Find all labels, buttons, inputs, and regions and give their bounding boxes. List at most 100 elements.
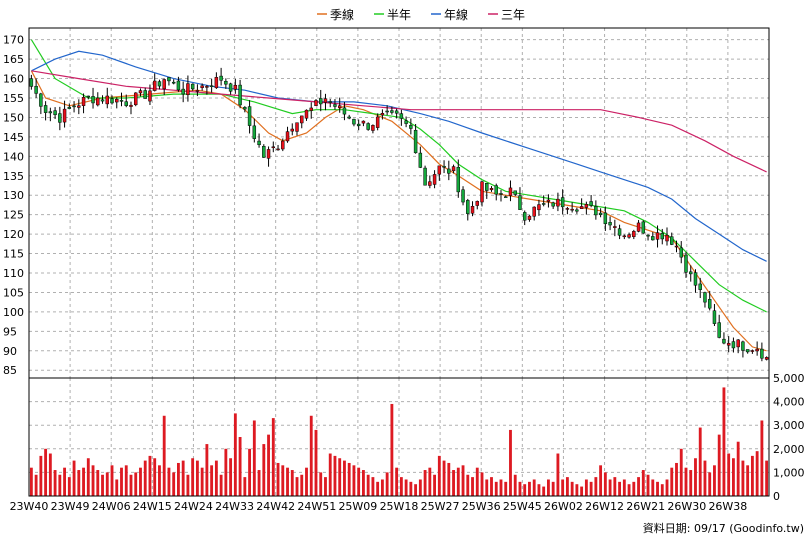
candle-body (489, 188, 494, 191)
candle-body (684, 254, 688, 273)
candle-body (537, 204, 541, 211)
x-tick-label: 25W18 (380, 500, 419, 513)
candle-body (356, 123, 361, 126)
volume-bar (613, 477, 617, 496)
volume-bar (523, 484, 527, 496)
candle-body (693, 272, 698, 286)
candle-body (551, 202, 555, 207)
volume-bar (67, 477, 71, 496)
price-tick-label: 85 (3, 364, 17, 377)
candle-body (722, 338, 726, 344)
volume-bar (362, 470, 365, 496)
volume-tick-label: 2,000 (773, 443, 805, 456)
candle-body (58, 113, 62, 123)
candle-body (371, 125, 375, 131)
price-grid (28, 28, 769, 378)
volume-bar (599, 465, 603, 496)
candle-body (707, 299, 712, 309)
candle-body (651, 236, 655, 241)
volume-bar (399, 477, 403, 496)
candle-body (745, 349, 750, 353)
volume-bar (34, 474, 38, 496)
candle-body (731, 341, 736, 349)
volume-bar (565, 477, 569, 496)
candle-body (736, 339, 740, 348)
ma-line-三年 (31, 70, 767, 173)
candle-body (755, 348, 759, 352)
volume-bar (632, 481, 636, 496)
volume-tick-label: 4,000 (773, 396, 805, 409)
candle-body (466, 200, 470, 214)
volume-bar (760, 420, 764, 496)
volume-bar (437, 455, 441, 496)
volume-tick-label: 0 (773, 490, 780, 503)
legend-label-年線: 年線 (444, 7, 468, 22)
candle-body (627, 234, 631, 238)
candle-body (399, 113, 404, 119)
candle-body (513, 190, 517, 195)
volume-bar (286, 467, 289, 496)
candle-body (741, 341, 745, 351)
candle-body (176, 80, 181, 91)
candle-body (428, 181, 432, 186)
candle-body (432, 174, 437, 185)
x-tick-label: 25W45 (503, 500, 542, 513)
price-tick-label: 160 (3, 73, 24, 86)
candle-body (485, 182, 489, 191)
candle-body (276, 148, 280, 151)
candle-body (328, 101, 332, 103)
candle-body (527, 215, 532, 220)
legend-label-半年: 半年 (387, 8, 411, 22)
volume-bar (295, 477, 299, 496)
price-tick-label: 150 (3, 111, 24, 124)
candle-body (333, 104, 337, 107)
volume-bar (622, 479, 626, 496)
volume-bar (309, 415, 313, 496)
candle-body (53, 110, 57, 116)
price-tick-label: 140 (3, 150, 24, 163)
candle-body (456, 166, 461, 193)
legend-label-三年: 三年 (501, 8, 525, 22)
volume-bar (82, 467, 85, 496)
volume-bar (727, 453, 731, 496)
candle-body (532, 206, 536, 217)
volume-bar (452, 470, 455, 496)
volume-bar (333, 455, 337, 496)
volume-bar (44, 448, 48, 496)
chart-frames (28, 27, 770, 497)
candle-body (451, 166, 456, 172)
volume-bar (72, 460, 76, 496)
volume-bar (703, 460, 707, 496)
volume-bar (172, 472, 176, 496)
candle-body (290, 128, 294, 132)
candle-body (228, 83, 233, 92)
candle-body (81, 97, 86, 106)
volume-bar (343, 460, 346, 496)
volume-bar (357, 467, 361, 496)
x-tick-label: 26W02 (544, 500, 583, 513)
candle-body (413, 129, 418, 154)
volume-bar (708, 472, 712, 496)
candle-body (148, 90, 152, 102)
price-tick-label: 90 (3, 345, 17, 358)
candle-body (541, 203, 546, 205)
volume-bar (461, 465, 465, 496)
candlesticks (29, 67, 769, 362)
volume-bar (528, 481, 531, 496)
volume-bar (741, 460, 745, 496)
candle-body (152, 80, 157, 91)
volume-bar (556, 453, 560, 496)
candle-body (314, 100, 318, 107)
volume-bar (551, 481, 555, 496)
volume-bar (58, 474, 62, 496)
volume-bar (300, 474, 304, 496)
volume-bar (257, 470, 261, 496)
candle-body (200, 85, 204, 88)
candle-body (43, 105, 48, 113)
candle-body (703, 292, 707, 303)
candle-body (712, 310, 717, 324)
volume-bar (646, 474, 650, 496)
volume-bar (338, 458, 342, 496)
volume-bar (518, 481, 522, 496)
volume-bar (603, 472, 607, 496)
